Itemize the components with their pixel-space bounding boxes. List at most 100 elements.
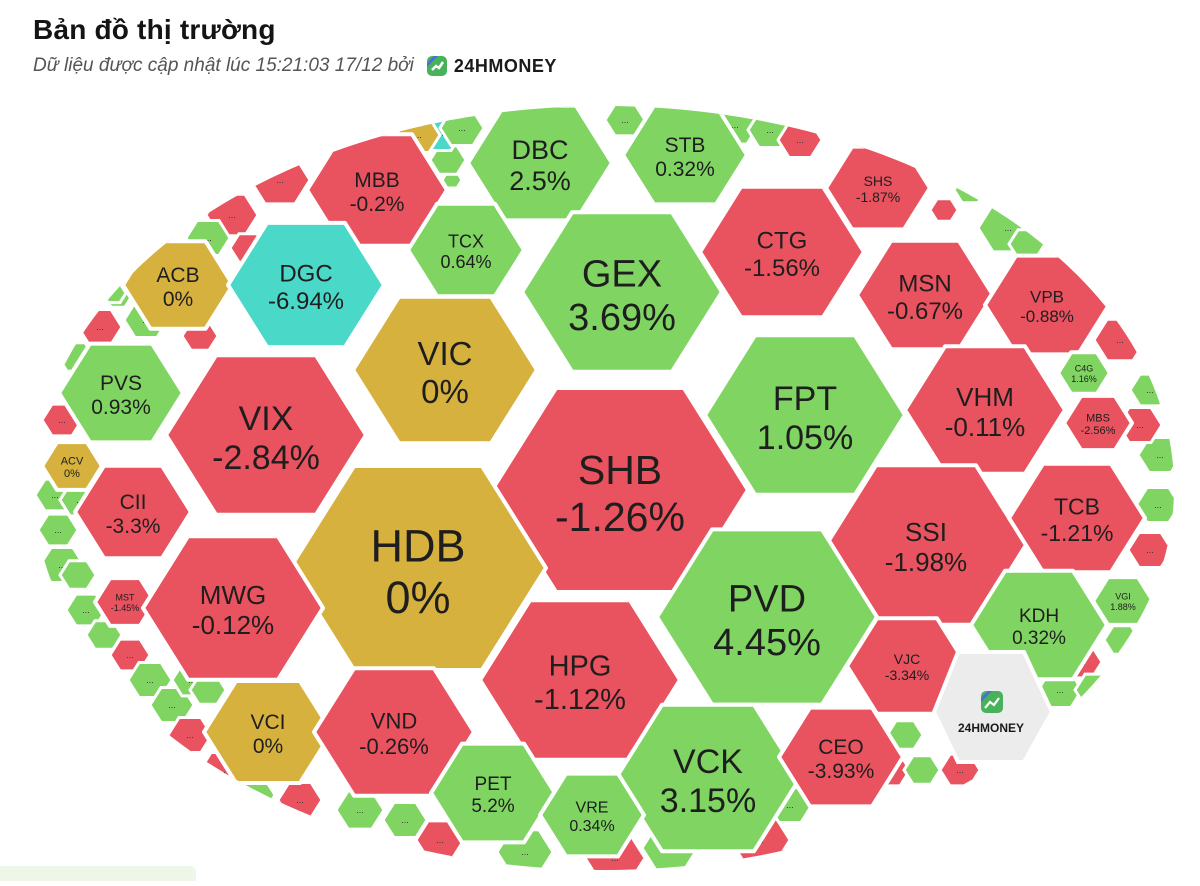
small-tile-label: ... [76,495,84,505]
stock-tile-ceo[interactable]: CEO-3.93% [777,705,905,809]
stock-change-pct: 3.69% [568,297,676,339]
small-tile-label: ... [51,490,59,500]
stock-tile-mbs[interactable]: MBS-2.56% [1062,393,1134,453]
small-tile-label: ... [1146,385,1154,395]
stock-change-pct: -0.2% [350,193,405,216]
stock-tile-hpg[interactable]: HPG-1.12% [478,598,682,762]
stock-tile-vpb[interactable]: VPB-0.88% [983,253,1111,357]
small-stock-tile[interactable]: ... [1128,372,1172,408]
stock-code: VHM [956,382,1014,412]
stock-change-pct: 0.64% [440,252,491,272]
small-stock-tile[interactable] [1102,624,1142,656]
small-tile-label: ... [458,123,466,133]
stock-code: VPB [1030,287,1064,306]
small-tile-label: ... [146,243,154,253]
small-tile-label: ... [1091,685,1099,695]
bottom-partial-element [0,866,196,881]
small-stock-tile[interactable]: ... [248,154,312,206]
stock-code: VRE [576,800,609,817]
stock-code: VIX [239,400,294,438]
small-stock-tile[interactable]: ... [36,512,80,548]
small-tile-label: ... [356,805,364,815]
stock-code: PET [475,774,512,795]
stock-tile-mst[interactable]: MST-1.45% [93,576,157,628]
stock-change-pct: -0.11% [945,412,1025,442]
small-tile-shape [58,559,98,591]
stock-code: MSN [898,270,951,297]
small-stock-tile[interactable] [902,754,942,786]
stock-tile-shape [164,353,368,517]
stock-code: C4G [1075,364,1094,374]
stock-change-pct: -1.98% [885,547,967,577]
small-stock-tile[interactable] [953,163,981,187]
stock-change-pct: 0.32% [1012,628,1066,649]
brand-logo[interactable]: 24HMONEY [424,53,557,79]
small-stock-tile[interactable]: ... [1092,317,1148,363]
small-tile-label: ... [54,525,62,535]
small-stock-tile[interactable]: ... [1073,672,1117,708]
stock-tile-shape [698,184,866,320]
stock-code: MBB [354,169,400,192]
stock-code: SHS [864,173,893,189]
stock-code: VIC [417,335,472,372]
stock-change-pct: -3.93% [808,760,875,783]
small-tile-label: ... [1056,685,1064,695]
stock-tile-shape [351,294,539,446]
stock-tile-shape [429,741,557,845]
stock-code: MBS [1086,412,1110,424]
stock-code: VND [371,709,417,734]
small-stock-tile[interactable]: ... [276,781,324,819]
stock-tile-ctg[interactable]: CTG-1.56% [698,184,866,320]
stock-code: PVD [728,578,806,620]
stock-code: SSI [905,517,947,547]
stock-tile-tcb[interactable]: TCB-1.21% [1007,461,1147,575]
stock-tile-shb[interactable]: SHB-1.26% [490,386,750,594]
small-tile-label: ... [1136,420,1144,430]
stock-tile-dgc[interactable]: DGC-6.94% [226,220,386,350]
page-title: Bản đồ thị trường [33,14,276,45]
stock-code: TCX [448,231,484,251]
small-stock-tile[interactable]: ... [1126,531,1174,569]
page-header: Bản đồ thị trường Dữ liệu được cập nhật … [33,14,557,79]
stock-code: STB [665,134,706,157]
stock-tile-cii[interactable]: CII-3.3% [73,463,193,561]
stock-code: SHB [578,447,662,493]
small-stock-tile[interactable]: ... [76,308,124,346]
stock-tile-vix[interactable]: VIX-2.84% [164,353,368,517]
small-stock-tile[interactable] [58,559,98,591]
stock-tile-vhm[interactable]: VHM-0.11% [903,344,1067,476]
small-stock-tile[interactable] [928,197,960,223]
stock-code: VGI [1115,592,1131,602]
stock-change-pct: 0.93% [91,396,151,419]
stock-change-pct: -6.94% [268,288,344,315]
stock-tile-msn[interactable]: MSN-0.67% [855,238,995,352]
small-tile-label: ... [276,175,284,185]
stock-change-pct: 2.5% [509,166,571,196]
stock-tile-mwg[interactable]: MWG-0.12% [141,534,325,682]
small-tile-label: ... [956,765,964,775]
stock-tile-vnd[interactable]: VND-0.26% [312,666,476,798]
small-stock-tile[interactable]: ... [438,109,486,147]
stock-change-pct: -1.45% [111,603,140,613]
small-stock-tile[interactable] [952,175,988,205]
stock-tile-shape [1056,350,1112,396]
stock-tile-shape [121,239,235,331]
stock-code: DGC [279,260,332,287]
small-stock-tile[interactable]: ... [776,121,824,159]
